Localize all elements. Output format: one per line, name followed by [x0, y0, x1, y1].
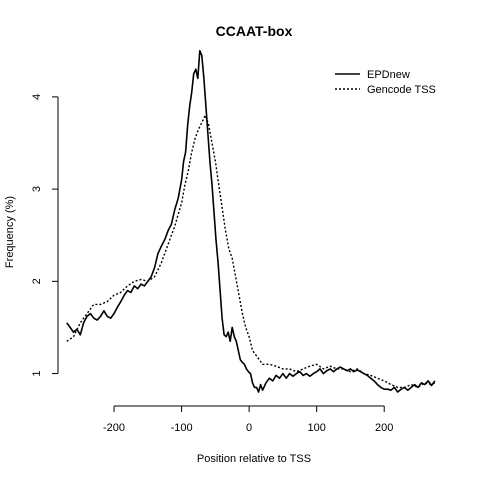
- legend-label-gencode-tss: Gencode TSS: [367, 84, 436, 96]
- x-tick-label: -100: [171, 422, 193, 434]
- y-axis-label: Frequency (%): [4, 196, 16, 268]
- axes: -200 -100 0 100 200 1 2 3 4: [31, 94, 393, 434]
- y-tick-label: 3: [31, 186, 43, 192]
- chart-title: CCAAT-box: [216, 23, 293, 39]
- x-tick-label: -200: [103, 422, 125, 434]
- x-tick-label: 0: [246, 422, 252, 434]
- x-axis-label: Position relative to TSS: [197, 453, 311, 465]
- y-tick-label: 2: [31, 278, 43, 284]
- legend: EPDnew Gencode TSS: [335, 69, 436, 96]
- x-ticks: -200 -100 0 100 200: [103, 406, 393, 434]
- y-tick-label: 4: [31, 94, 43, 100]
- x-tick-label: 200: [375, 422, 393, 434]
- legend-label-epdnew: EPDnew: [367, 69, 410, 81]
- y-tick-label: 1: [31, 370, 43, 376]
- series-line-gencode-tss: [66, 114, 436, 389]
- x-tick-label: 100: [307, 422, 325, 434]
- series-layer: [66, 49, 436, 393]
- series-line-epdnew: [66, 49, 436, 393]
- y-ticks: 1 2 3 4: [31, 94, 58, 377]
